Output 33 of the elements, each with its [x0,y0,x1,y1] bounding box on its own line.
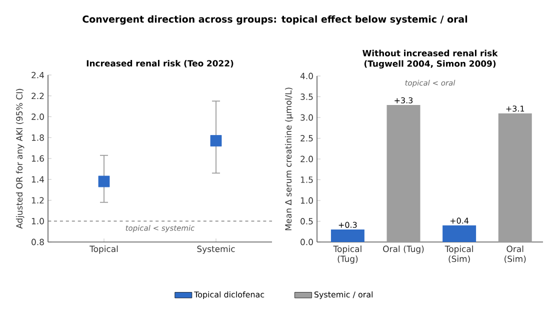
y-tick-label: 1.8 [32,134,44,141]
chart-title: Without increased renal risk (Tugwell 2004, Simon 2009) [362,50,498,69]
y-tick-label: 1.5 [300,176,313,183]
y-axis-title: Mean Δ serum creatinine (μmol/L) [284,88,294,230]
y-axis-title: Adjusted OR for any AKI (95% CI) [16,88,24,229]
x-tick-label: Oral (Tug) [383,246,424,254]
y-tick-label: 0.0 [300,238,313,246]
y-tick-label: 2.2 [32,92,44,100]
y-tick-label: 2.0 [300,156,313,162]
y-tick-label: 0.8 [32,238,44,246]
y-tick-label: 1.0 [32,218,44,224]
y-tick-label: 1.4 [32,176,44,182]
x-tick-label: Topical (Sim) [444,246,473,264]
y-tick-label: 2.5 [300,135,313,142]
x-tick-label: Oral (Sim) [504,246,526,264]
y-tick-label: 3.5 [300,94,313,100]
x-tick-label: Topical (Tug) [333,246,362,264]
x-tick-label: Topical [90,246,118,254]
chart-title: Increased renal risk (Teo 2022) [86,60,234,68]
y-tick-label: 4.0 [300,72,313,80]
x-tick-label: Systemic [197,246,235,254]
bar [442,225,476,242]
bar [330,230,364,242]
y-tick-label: 0.5 [300,218,313,224]
y-tick-label: 1.6 [32,155,44,162]
text: Convergent direction across groups: topical effect below systemic / oral [82,15,468,25]
bar [386,105,420,242]
y-tick-label: 2.4 [32,72,44,78]
y-tick-label: 2.0 [32,114,44,120]
bar [498,113,532,242]
y-tick-label: 3.0 [300,114,313,121]
y-tick-label: 1.0 [300,197,313,204]
y-tick-label: 1.2 [32,197,44,204]
